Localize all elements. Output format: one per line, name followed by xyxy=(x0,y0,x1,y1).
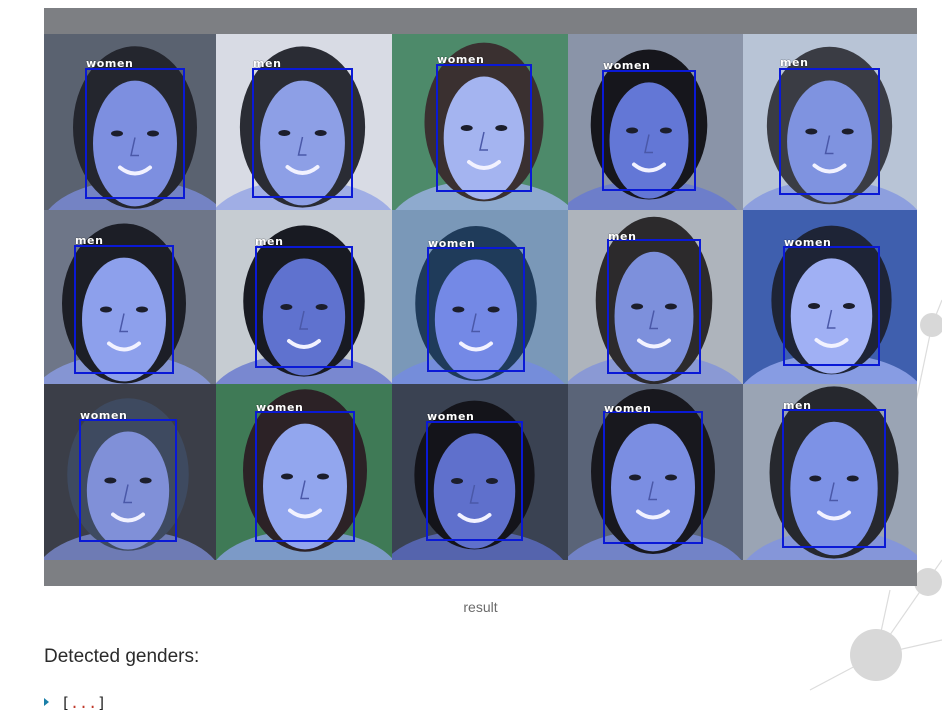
gender-label: women xyxy=(427,410,475,423)
gender-label: men xyxy=(783,399,812,412)
face-tile: men xyxy=(216,34,392,210)
face-bounding-box xyxy=(79,419,177,542)
face-photo xyxy=(395,42,568,210)
face-bounding-box xyxy=(85,68,185,199)
gender-label: men xyxy=(255,235,284,248)
gender-label: women xyxy=(86,57,134,70)
face-tile: women xyxy=(743,210,917,384)
gender-label: women xyxy=(428,237,476,250)
output-ellipsis[interactable]: ... xyxy=(70,694,98,712)
face-photo xyxy=(216,389,392,560)
face-tile: women xyxy=(392,210,568,384)
output-open-bracket: [ xyxy=(61,694,71,712)
face-tile: women xyxy=(44,34,216,210)
face-photo xyxy=(568,389,742,560)
face-bounding-box xyxy=(603,411,703,544)
face-photo xyxy=(746,386,917,560)
output-close-bracket: ] xyxy=(97,694,107,712)
face-bounding-box xyxy=(779,68,880,195)
gender-label: women xyxy=(80,409,128,422)
face-tile: men xyxy=(216,210,392,384)
section-title: Detected genders: xyxy=(44,646,200,667)
gender-label: women xyxy=(604,402,652,415)
face-photo xyxy=(568,49,738,210)
face-photo xyxy=(392,226,565,384)
face-tile: women xyxy=(216,384,392,560)
gender-label: men xyxy=(608,230,637,243)
face-bounding-box xyxy=(436,64,532,192)
face-bounding-box xyxy=(607,239,701,374)
face-bounding-box xyxy=(255,411,355,542)
face-tile: men xyxy=(568,210,743,384)
face-photo xyxy=(568,216,743,384)
face-photo xyxy=(743,46,917,210)
face-tile: women xyxy=(44,384,216,560)
face-tile: women xyxy=(568,384,743,560)
face-bounding-box xyxy=(426,421,523,541)
face-bounding-box xyxy=(783,246,880,366)
result-image: women men women women men men men women men women… xyxy=(44,8,917,586)
gender-label: women xyxy=(603,59,651,72)
gender-label: women xyxy=(256,401,304,414)
face-grid: women men women women men men men women men women… xyxy=(44,34,917,560)
face-photo xyxy=(216,46,392,210)
face-tile: men xyxy=(743,34,917,210)
face-photo xyxy=(743,225,917,384)
face-photo xyxy=(392,400,564,560)
face-tile: women xyxy=(568,34,743,210)
gender-label: men xyxy=(75,234,104,247)
expand-triangle-icon[interactable] xyxy=(44,698,49,706)
face-tile: men xyxy=(44,210,216,384)
gender-label: men xyxy=(780,56,809,69)
figure-caption: result xyxy=(463,599,498,615)
face-bounding-box xyxy=(252,68,353,198)
face-bounding-box xyxy=(602,70,696,191)
gender-label: women xyxy=(437,53,485,66)
gender-label: men xyxy=(253,57,282,70)
face-tile: women xyxy=(392,384,568,560)
face-photo xyxy=(48,46,216,210)
face-bounding-box xyxy=(782,409,886,548)
face-photo xyxy=(44,223,211,384)
face-bounding-box xyxy=(255,246,353,368)
output-row[interactable]: [...] xyxy=(44,694,106,714)
face-bounding-box xyxy=(427,247,525,372)
gender-label: women xyxy=(784,236,832,249)
face-photo xyxy=(44,398,215,560)
face-photo xyxy=(216,225,392,384)
face-tile: women xyxy=(392,34,568,210)
face-bounding-box xyxy=(74,245,174,374)
face-tile: men xyxy=(743,384,917,560)
